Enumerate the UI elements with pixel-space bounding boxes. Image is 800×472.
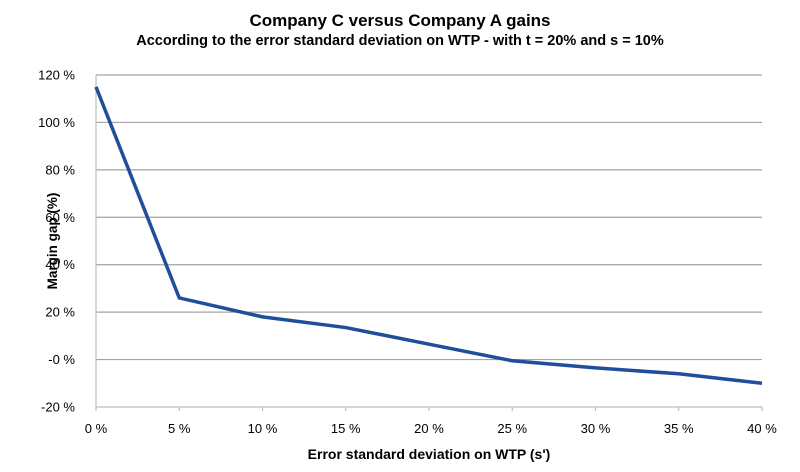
y-tick-label: 20 %	[45, 305, 75, 320]
x-tick-label: 15 %	[331, 421, 361, 436]
x-tick-label: 40 %	[747, 421, 777, 436]
chart-subtitle: According to the error standard deviatio…	[136, 33, 664, 49]
x-tick-label: 35 %	[664, 421, 694, 436]
series-line	[94, 86, 763, 386]
y-axis-tick-labels: -20 % -0 % 20 % 40 % 60 % 80 % 100 % 120 %	[38, 68, 75, 415]
x-axis-title: Error standard deviation on WTP (s')	[308, 446, 551, 462]
chart-title: Company C versus Company A gains	[249, 11, 551, 30]
y-tick-label: 100 %	[38, 115, 75, 130]
gridlines	[96, 74, 762, 361]
y-tick-label: 60 %	[45, 210, 75, 225]
axes	[95, 75, 763, 411]
y-tick-label: 40 %	[45, 257, 75, 272]
x-tick-label: 20 %	[414, 421, 444, 436]
x-axis-tick-labels: 0 % 5 % 10 % 15 % 20 % 25 % 30 % 35 % 40 %	[85, 421, 777, 436]
x-tick-label: 0 %	[85, 421, 108, 436]
x-tick-label: 25 %	[497, 421, 527, 436]
x-tick-label: 5 %	[168, 421, 191, 436]
y-axis-title: Margin gap (%)	[45, 193, 60, 290]
x-tick-label: 10 %	[248, 421, 278, 436]
y-tick-label: -20 %	[41, 400, 75, 415]
x-tick-label: 30 %	[581, 421, 611, 436]
y-tick-label: 120 %	[38, 68, 75, 83]
y-tick-label: -0 %	[48, 352, 75, 367]
y-tick-label: 80 %	[45, 162, 75, 177]
